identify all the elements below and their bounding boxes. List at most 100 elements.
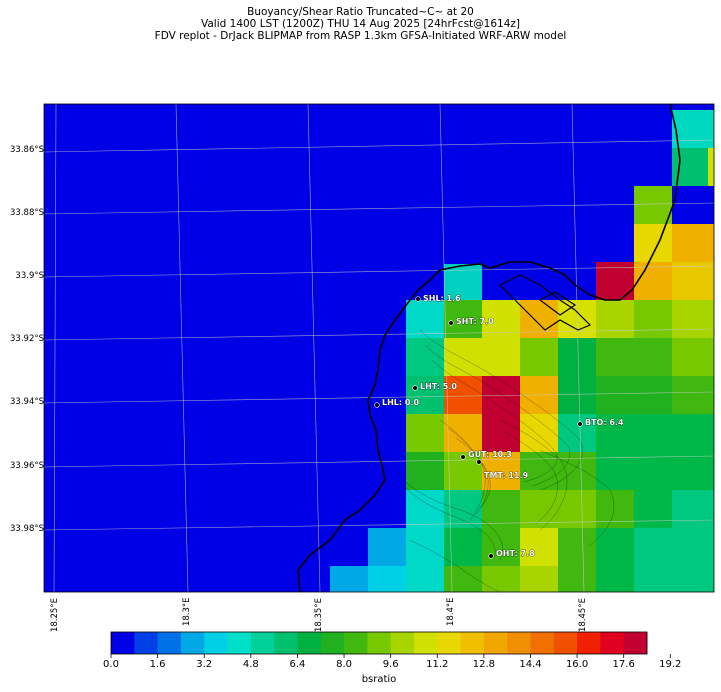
- raster-cell: [558, 376, 596, 414]
- raster-cell: [482, 338, 520, 376]
- raster-cell: [558, 528, 596, 566]
- raster-cell: [672, 452, 714, 490]
- raster-cell: [634, 376, 672, 414]
- raster-cell: [406, 300, 444, 338]
- raster-cell: [596, 338, 634, 376]
- raster-cell: [330, 566, 368, 592]
- raster-cell: [634, 528, 672, 566]
- raster-cell: [406, 490, 444, 528]
- lon-label: 18.35°E: [314, 598, 324, 632]
- raster-cell: [482, 452, 520, 490]
- colorbar-tick-label: 0.0: [103, 659, 119, 670]
- raster-cell: [672, 528, 714, 566]
- colorbar-swatch: [413, 632, 438, 654]
- raster-cell: [444, 414, 482, 452]
- raster-cell: [596, 300, 634, 338]
- raster-cell: [558, 414, 596, 452]
- raster-cell: [634, 262, 672, 300]
- raster-cell: [444, 300, 482, 338]
- raster-cells: [330, 110, 714, 592]
- raster-cell: [482, 528, 520, 566]
- station-shl[interactable]: SHL: 1.6: [415, 294, 461, 303]
- raster-cell: [520, 338, 558, 376]
- station-label: BTO: 6.4: [585, 418, 624, 427]
- raster-cell: [368, 566, 406, 592]
- colorbar-swatch: [367, 632, 392, 654]
- raster-cell: [708, 148, 714, 186]
- raster-cell: [634, 224, 672, 262]
- raster-cell: [444, 376, 482, 414]
- raster-cell: [406, 414, 444, 452]
- raster-cell: [406, 452, 444, 490]
- lat-label: 33.88°S: [10, 208, 44, 218]
- raster-cell: [444, 338, 482, 376]
- raster-cell: [482, 566, 520, 592]
- colorbar-tick-label: 1.6: [149, 659, 166, 670]
- raster-cell: [482, 300, 520, 338]
- raster-cell: [672, 376, 714, 414]
- station-gut[interactable]: GUT: 10.3: [460, 450, 512, 460]
- raster-cell: [406, 528, 444, 566]
- station-tmt[interactable]: TMT: 11.9: [476, 459, 529, 480]
- raster-cell: [596, 490, 634, 528]
- raster-cell: [672, 224, 714, 262]
- raster-cell: [634, 566, 672, 592]
- colorbar-tick-label: 4.8: [242, 659, 259, 670]
- stations: SHL: 1.6 SHT: 7.0 LHT: 5.0 LHL: 0.0 BTO:…: [374, 294, 624, 559]
- colorbar-swatch: [111, 632, 135, 654]
- colorbar-frame: [110, 631, 648, 655]
- colorbar-swatch: [460, 632, 485, 654]
- colorbar-tick-label: 3.2: [196, 659, 213, 670]
- station-label: LHL: 0.0: [382, 398, 419, 407]
- lat-label: 33.92°S: [10, 334, 44, 344]
- station-marker: [412, 385, 418, 391]
- lon-label: 18.45°E: [578, 598, 588, 632]
- colorbar-tick-label: 9.6: [382, 659, 399, 670]
- colorbar-swatch: [204, 632, 228, 654]
- colorbar-swatch: [507, 632, 531, 654]
- colorbar-swatch: [530, 632, 555, 654]
- colorbar-swatch: [134, 632, 159, 654]
- raster-cell: [558, 452, 596, 490]
- raster-cell: [634, 452, 672, 490]
- station-label: LHT: 5.0: [420, 382, 457, 391]
- raster-cell: [520, 414, 558, 452]
- raster-cell: [482, 490, 520, 528]
- colorbar-swatch: [623, 632, 648, 654]
- colorbar-tick-label: 16.0: [565, 659, 589, 670]
- station-oht[interactable]: OHT: 7.8: [488, 549, 535, 559]
- colorbar-label: bsratio: [361, 674, 397, 685]
- raster-cell: [672, 110, 714, 148]
- colorbar-swatch: [577, 632, 601, 654]
- raster-cell: [520, 528, 558, 566]
- colorbar-tick-label: 11.2: [426, 659, 449, 670]
- colorbar-swatch: [390, 632, 415, 654]
- harbour-outline: [498, 274, 592, 331]
- colorbar-swatch: [297, 632, 322, 654]
- raster-cell: [672, 262, 714, 300]
- chart-title-line-1: Buoyancy/Shear Ratio Truncated~C~ at 20: [247, 6, 474, 18]
- raster-cell: [596, 414, 634, 452]
- colorbar-tick-label: 12.8: [472, 659, 495, 670]
- colorbar-swatch: [320, 632, 345, 654]
- station-lht[interactable]: LHT: 5.0: [412, 382, 458, 391]
- station-marker: [374, 402, 380, 408]
- raster-cell: [520, 490, 558, 528]
- station-marker: [460, 454, 466, 460]
- station-bto[interactable]: BTO: 6.4: [577, 418, 624, 427]
- station-sht[interactable]: SHT: 7.0: [448, 317, 494, 326]
- colorbar-tick-label: 8.0: [336, 659, 352, 670]
- station-lhl[interactable]: LHL: 0.0: [374, 398, 420, 408]
- raster-cell: [634, 490, 672, 528]
- raster-cell: [596, 566, 634, 592]
- raster-cell: [406, 338, 444, 376]
- raster-cell: [672, 566, 714, 592]
- raster-cell: [368, 528, 406, 566]
- station-label: GUT: 10.3: [468, 450, 512, 459]
- colorbar-swatch: [553, 632, 578, 654]
- colorbar-tick-label: 14.4: [519, 659, 542, 670]
- raster-cell: [634, 338, 672, 376]
- raster-cell: [672, 414, 714, 452]
- lon-label: 18.4°E: [446, 597, 456, 626]
